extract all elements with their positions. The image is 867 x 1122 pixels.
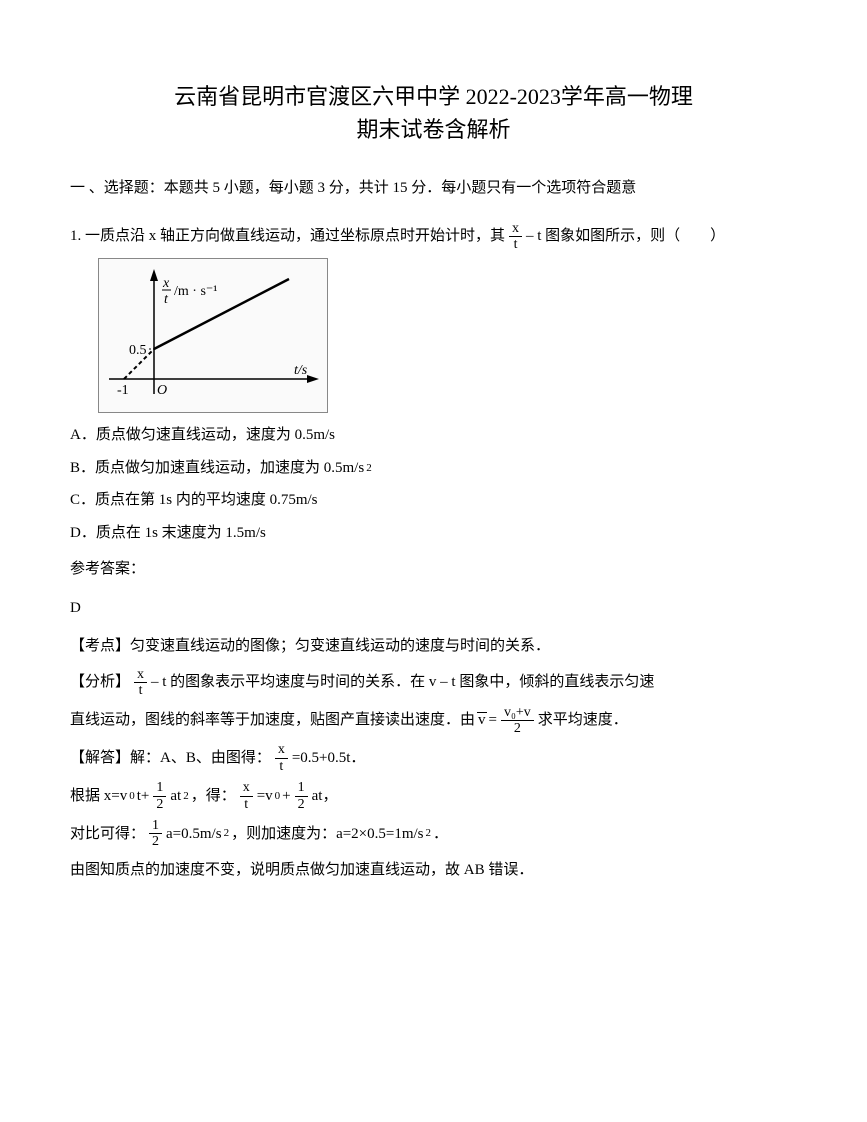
vbar: v [477,712,487,728]
jieda-line4: 由图知质点的加速度不变，说明质点做匀加速直线运动，故 AB 错误． [70,856,797,885]
q1-stem-after: – t 图象如图所示，则（ ） [526,222,725,251]
svg-text:-1: -1 [117,383,129,398]
line2-frac1: 1 2 [153,780,166,812]
q1-frac-xt: x t [509,221,522,253]
question-1: 1. 一质点沿 x 轴正方向做直线运动，通过坐标原点时开始计时，其 x t – … [70,221,797,885]
jieda-frac: x t [275,742,288,774]
answer-value: D [70,594,797,623]
option-d: D．质点在 1s 末速度为 1.5m/s [70,519,797,548]
jieda-line3: 对比可得： 1 2 a=0.5m/s2 ，则加速度为：a=2×0.5=1m/s2… [70,818,797,850]
section-header: 一 、选择题：本题共 5 小题，每小题 3 分，共计 15 分．每小题只有一个选… [70,174,797,203]
answer-label: 参考答案： [70,555,797,584]
q1-stem: 1. 一质点沿 x 轴正方向做直线运动，通过坐标原点时开始计时，其 x t – … [70,221,797,253]
y-axis-frac: x [162,276,170,291]
svg-text:0.5: 0.5 [129,343,147,358]
fenxi-line1: 【分析】 x t – t 的图象表示平均速度与时间的关系．在 v – t 图象中… [70,667,797,699]
kaodian: 【考点】匀变速直线运动的图像；匀变速直线运动的速度与时间的关系． [70,632,797,661]
jieda-line1: 【解答】解：A、B、由图得： x t =0.5+0.5t． [70,742,797,774]
q1-graph: x t /m · s⁻¹ 0.5 -1 O t/s [98,258,328,413]
q1-stem-before: 1. 一质点沿 x 轴正方向做直线运动，通过坐标原点时开始计时，其 [70,222,505,251]
option-c: C．质点在第 1s 内的平均速度 0.75m/s [70,486,797,515]
line2-frac2: x t [240,780,253,812]
title-line-2: 期末试卷含解析 [70,113,797,146]
fenxi-frac: x t [134,667,147,699]
svg-text:t: t [164,292,169,307]
fenxi-line2: 直线运动，图线的斜率等于加速度，贴图产直接读出速度．由 v = v₀+v 2 求… [70,705,797,737]
line3-frac: 1 2 [149,818,162,850]
option-a: A．质点做匀速直线运动，速度为 0.5m/s [70,421,797,450]
svg-text:t/s: t/s [294,363,308,378]
line2-frac3: 1 2 [295,780,308,812]
fenxi-frac2: v₀+v 2 [501,705,534,737]
exam-title: 云南省昆明市官渡区六甲中学 2022-2023学年高一物理 期末试卷含解析 [70,80,797,146]
option-b: B．质点做匀加速直线运动，加速度为 0.5m/s2 [70,454,797,483]
svg-text:/m · s⁻¹: /m · s⁻¹ [174,284,217,299]
graph-svg: x t /m · s⁻¹ 0.5 -1 O t/s [99,259,327,412]
title-line-1: 云南省昆明市官渡区六甲中学 2022-2023学年高一物理 [70,80,797,113]
jieda-line2: 根据 x=v0 t+ 1 2 at2 ，得： x t =v0 + 1 2 at， [70,780,797,812]
svg-text:O: O [157,383,167,398]
